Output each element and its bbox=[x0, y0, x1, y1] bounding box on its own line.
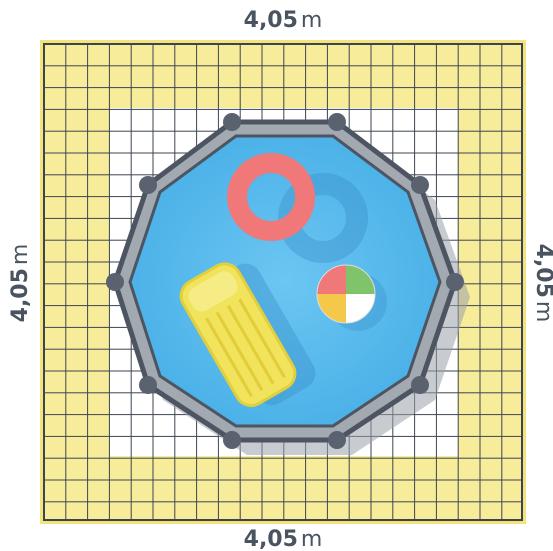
dimension-value: 4,05 bbox=[8, 268, 33, 322]
dimension-right: 4,05 m bbox=[531, 244, 553, 323]
dimension-left: 4,05 m bbox=[8, 244, 33, 323]
dimension-unit: m bbox=[301, 527, 322, 551]
pool bbox=[106, 113, 470, 455]
dimension-value: 4,05 bbox=[531, 244, 553, 298]
dimension-unit: m bbox=[301, 8, 322, 33]
dimension-value: 4,05 bbox=[244, 527, 298, 551]
ring-float bbox=[227, 153, 368, 263]
dimension-value: 4,05 bbox=[244, 8, 298, 33]
dimension-unit: m bbox=[8, 244, 33, 265]
dimension-bottom: 4,05 m bbox=[244, 527, 323, 551]
dimension-top: 4,05 m bbox=[244, 8, 323, 33]
dimension-unit: m bbox=[531, 301, 553, 322]
air-mattress bbox=[179, 262, 316, 407]
beach-ball bbox=[316, 264, 387, 331]
